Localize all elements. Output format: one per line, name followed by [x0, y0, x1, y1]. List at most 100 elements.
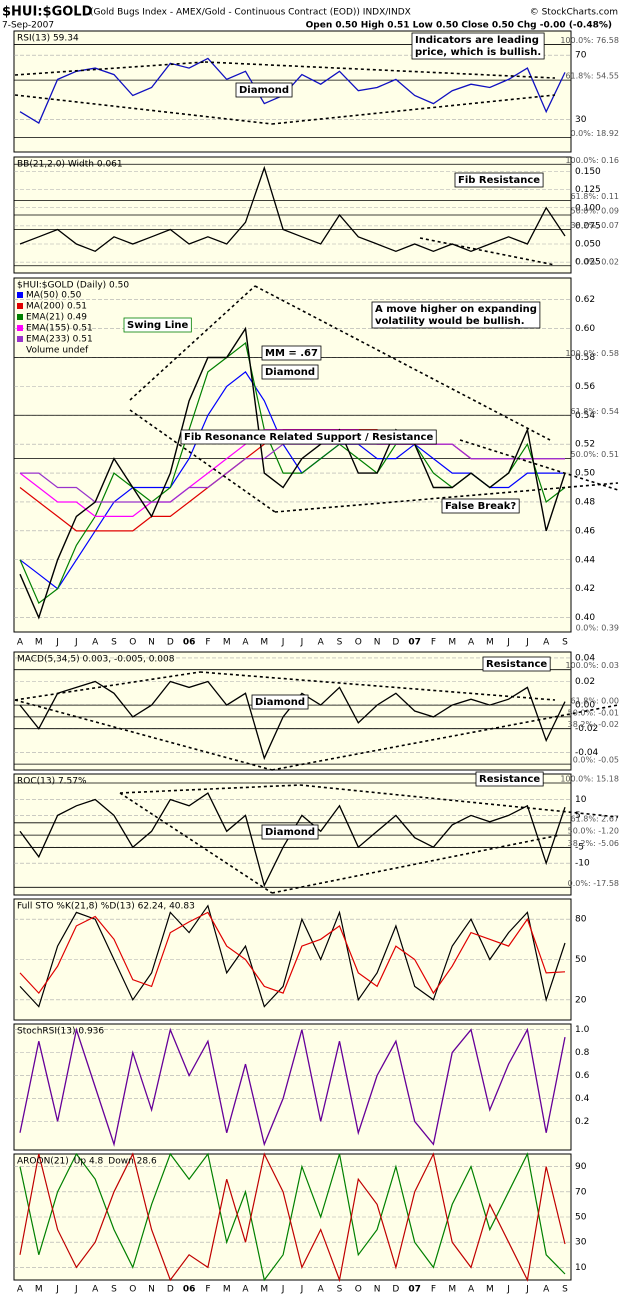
x-tick-label: N	[374, 638, 381, 648]
x-tick-label: J	[525, 1285, 529, 1295]
trend-line	[14, 94, 273, 125]
y-tick-label: 0.54	[575, 411, 595, 421]
trend-line	[254, 285, 551, 441]
x-tick-label: D	[167, 638, 174, 648]
annotation-box	[180, 429, 437, 445]
fib-label: 61.8%: 0.00	[571, 697, 619, 706]
value-line	[19, 57, 566, 124]
x-tick-label: J	[55, 638, 59, 648]
y-tick-label: 1.0	[575, 1025, 590, 1035]
x-tick-label: F	[431, 1285, 436, 1295]
x-tick-label: A	[17, 1285, 24, 1295]
y-tick-label: 0.025	[575, 258, 601, 268]
y-tick-label: 0.02	[575, 677, 595, 687]
x-tick-label: 07	[408, 1285, 421, 1295]
trend-line	[459, 439, 619, 491]
x-tick-label: F	[205, 1285, 210, 1295]
trend-line	[14, 671, 201, 701]
x-tick-label: M	[260, 1285, 268, 1295]
value-line	[19, 1027, 566, 1147]
annotation-box	[371, 301, 541, 329]
y-tick-label: 0.100	[575, 203, 601, 213]
y-tick-label: 70	[575, 51, 587, 61]
legend-swatch	[17, 325, 23, 331]
annotation: Indicators are leading	[415, 35, 539, 46]
trend-line	[299, 784, 619, 818]
x-tick-label: J	[55, 1285, 59, 1295]
fib-label: 0.0%: 0.39	[576, 624, 619, 633]
y-tick-label: -0.02	[575, 724, 598, 734]
annotation: Resistance	[486, 659, 547, 670]
fib-label: 61.8%: 2.67	[571, 814, 619, 823]
annotation: Fib Resistance	[458, 175, 540, 186]
y-tick-label: -5	[575, 843, 584, 853]
fib-label: 38.2%: 0.07	[571, 221, 619, 230]
fib-label: 61.8%: 0.54	[571, 407, 619, 416]
x-tick-label: A	[92, 1285, 99, 1295]
y-tick-label: 80	[575, 915, 587, 925]
annotation: Diamond	[239, 85, 289, 96]
fib-label: 0.0%: 18.92	[571, 129, 619, 138]
annotation-box	[411, 32, 545, 60]
y-tick-label: 90	[575, 1162, 587, 1172]
trend-line	[119, 792, 273, 894]
y-tick-label: 0.04	[575, 653, 595, 663]
annotation-box	[454, 172, 544, 188]
x-tick-label: 06	[183, 1285, 196, 1295]
y-tick-label: -0.04	[575, 748, 599, 758]
x-tick-label: M	[223, 638, 231, 648]
x-tick-label: A	[468, 1285, 475, 1295]
y-tick-label: 0.8	[575, 1048, 590, 1058]
fib-label: 100.0%: 76.58	[560, 36, 619, 45]
x-tick-label: J	[300, 638, 304, 648]
panel-title: AROON(21)	[17, 1157, 69, 1167]
fib-label: 0.0%: -17.58	[568, 879, 619, 888]
description: (Gold Bugs Index - AMEX/Gold - Continuou…	[90, 8, 411, 18]
x-tick-label: M	[35, 638, 43, 648]
x-tick-label: J	[506, 1285, 510, 1295]
annotation-box	[261, 345, 322, 361]
y-tick-label: 30	[575, 1238, 587, 1248]
trend-line	[14, 699, 273, 771]
fib-label: 50.0%: -1.20	[568, 827, 619, 836]
x-tick-label: S	[337, 638, 343, 648]
annotation-box	[235, 82, 293, 98]
panel-title: $HUI:$GOLD (Daily) 0.50	[17, 281, 129, 291]
annotation: A move higher on expanding	[375, 304, 537, 315]
x-tick-label: O	[129, 638, 136, 648]
panel-title: ROC(13) 7.57%	[17, 777, 87, 787]
copyright: © StockCharts.com	[530, 8, 618, 18]
x-tick-label: D	[392, 638, 399, 648]
fib-label: 61.8%: 0.11	[571, 192, 619, 201]
y-tick-label: 0.150	[575, 167, 601, 177]
panel-title: MACD(5,34,5) 0.003, -0.005, 0.008	[17, 655, 175, 665]
x-tick-label: O	[355, 1285, 362, 1295]
legend-entry: EMA(21) 0.49	[26, 313, 87, 323]
x-tick-label: A	[543, 1285, 550, 1295]
annotation-box	[123, 317, 192, 333]
symbol: $HUI:$GOLD	[2, 5, 93, 20]
series-line	[19, 911, 566, 995]
x-tick-label: M	[35, 1285, 43, 1295]
fib-label: 0.0%: 0.02	[576, 257, 619, 266]
legend-entry: EMA(233) 0.51	[26, 335, 93, 345]
y-tick-label: 5	[575, 811, 581, 821]
x-tick-label: M	[448, 1285, 456, 1295]
annotation: False Break?	[445, 501, 516, 512]
volume-label: Volume undef	[26, 346, 89, 356]
y-tick-label: 0.44	[575, 555, 595, 565]
quote: Open 0.50 High 0.51 Low 0.50 Close 0.50 …	[306, 21, 612, 31]
x-tick-label: A	[92, 638, 99, 648]
x-tick-label: O	[129, 1285, 136, 1295]
y-tick-label: 50	[575, 1213, 587, 1223]
legend-entry: Up 4.8	[74, 1157, 104, 1167]
x-tick-label: M	[486, 638, 494, 648]
annotation: Swing Line	[127, 320, 189, 331]
panel-title: BB(21,2.0) Width 0.061	[17, 160, 123, 170]
y-tick-label: 0.48	[575, 497, 595, 507]
y-tick-label: 0.62	[575, 295, 595, 305]
y-tick-label: 0.40	[575, 613, 595, 623]
x-tick-label: 06	[183, 638, 196, 648]
x-tick-label: J	[74, 1285, 78, 1295]
